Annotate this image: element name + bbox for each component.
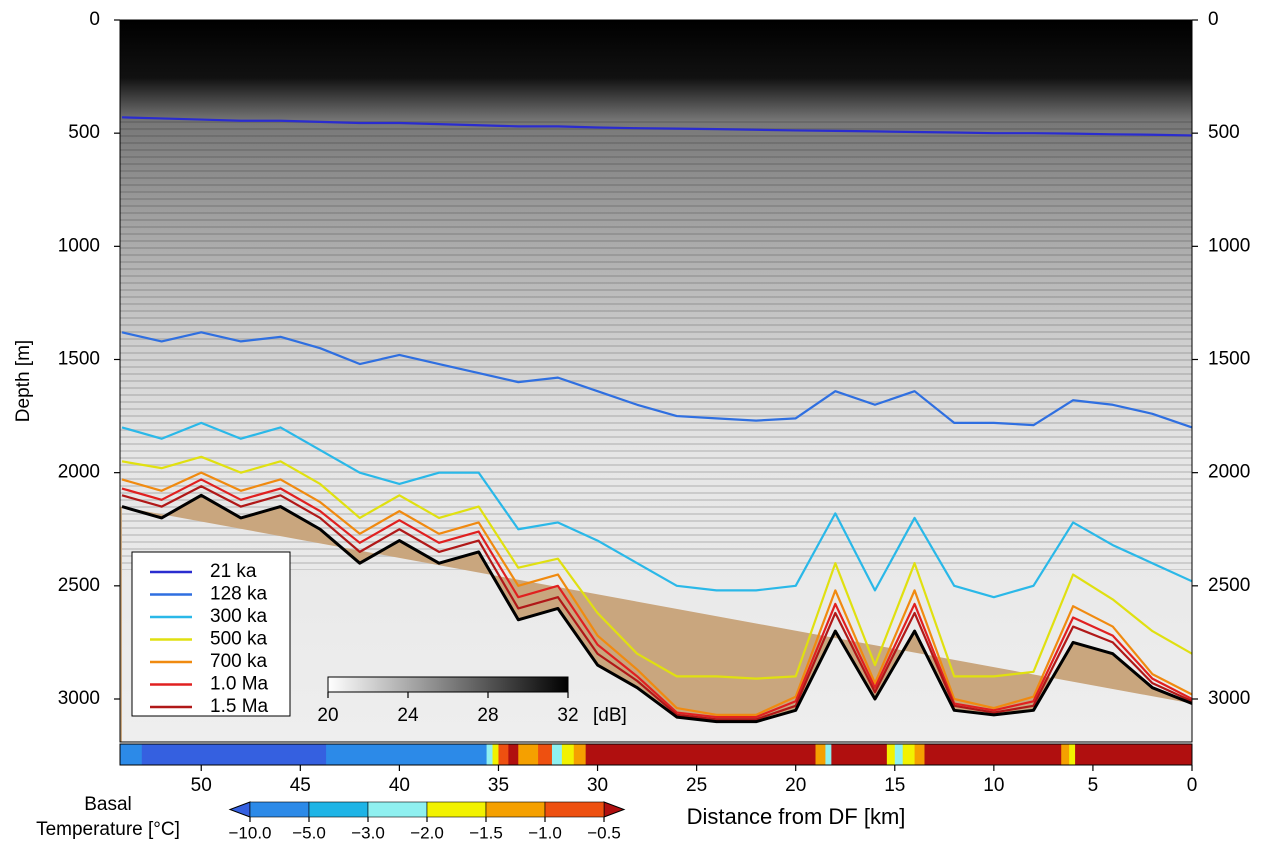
temperature-segment [326,744,488,765]
colorbar-extend [603,801,626,818]
temperature-segment [120,744,143,765]
intensity-colorbar [327,676,569,693]
legend-label: 1.0 Ma [210,674,269,695]
colorbar-tick-label: −2.0 [410,823,444,842]
temperature-segment [486,744,494,765]
colorbar-tick-label: −1.5 [469,823,503,842]
temperature-segment [585,744,817,765]
x-tick-label: 15 [884,775,905,796]
temperature-segment [538,744,553,765]
temperature-segment [1075,744,1193,765]
bed-fill [120,495,1192,742]
layer-line [121,455,1192,680]
y-tick-label: 2000 [58,462,100,483]
x-tick-label: 40 [389,775,410,796]
colorbar-tick-label: 32 [557,705,578,726]
temperature-segment [831,744,888,765]
x-tick-label: 10 [983,775,1004,796]
colorbar-tick-label: −0.5 [587,823,621,842]
temperature-segment [561,744,575,765]
y-tick-label: 2000 [1208,462,1250,483]
x-tick-label: 5 [1088,775,1099,796]
temperature-segment [1061,744,1070,765]
colorbar-bin [308,801,369,818]
temperature-segment [141,744,327,765]
x-tick-label: 35 [488,775,509,796]
y-axis-label: Depth [m] [13,340,34,422]
temperature-segment [1069,744,1076,765]
layer-line [121,116,1192,137]
temperature-segment [498,744,509,765]
y-tick-label: 2500 [1208,575,1250,596]
layer-line [121,331,1192,429]
temperature-segment [825,744,832,765]
layer-line [121,485,1192,721]
temperature-segment [902,744,916,765]
colorbar-label: Temperature [°C] [36,819,180,840]
layer-line [121,478,1192,719]
colorbar-tick-label: −3.0 [351,823,385,842]
temperature-segment [914,744,925,765]
layer-line [121,421,1192,599]
colorbar-bin [485,801,546,818]
x-tick-label: 25 [686,775,707,796]
temperature-segment [492,744,499,765]
colorbar-tick-label: 24 [397,705,419,726]
y-tick-label: 0 [89,9,100,30]
plot-frame [119,19,1193,743]
legend-label: 21 ka [210,561,257,582]
temperature-segment [508,744,519,765]
temperature-segment [894,744,904,765]
y-tick-label: 1500 [1208,349,1250,370]
colorbar-tick-label: −5.0 [292,823,326,842]
y-tick-label: 2500 [58,575,100,596]
colorbar-bin [544,801,605,818]
y-tick-label: 0 [1208,9,1219,30]
temperature-segment [886,744,896,765]
colorbar-unit: [dB] [593,705,627,726]
colorbar-tick-label: −1.0 [528,823,562,842]
y-tick-label: 500 [1208,122,1240,143]
colorbar-extend [228,801,251,818]
legend-label: 700 ka [210,651,267,672]
x-tick-label: 50 [191,775,212,796]
temperature-segment [924,744,1062,765]
legend-label: 300 ka [210,606,267,627]
colorbar-tick-label: 28 [477,705,498,726]
layer-line [121,471,1192,716]
x-tick-label: 30 [587,775,608,796]
plot-area [120,116,1192,742]
temperature-segment [815,744,826,765]
y-tick-label: 500 [68,122,100,143]
bed-line [121,493,1192,724]
legend-box [131,551,291,717]
colorbar-bin [426,801,487,818]
temperature-segment [573,744,587,765]
colorbar-label: Basal [84,794,132,815]
colorbar-bin [249,801,310,818]
y-tick-label: 3000 [1208,688,1250,709]
x-tick-label: 45 [290,775,311,796]
legend-label: 1.5 Ma [210,696,269,717]
colorbar-tick-label: 20 [317,705,338,726]
y-tick-label: 1000 [58,235,100,256]
x-tick-label: 20 [785,775,806,796]
strip-frame [119,743,1193,766]
y-tick-label: 1000 [1208,235,1250,256]
temperature-segment [518,744,539,765]
colorbar-bin [367,801,428,818]
y-tick-label: 3000 [58,688,100,709]
y-tick-label: 1500 [58,349,100,370]
legend-label: 128 ka [210,584,267,605]
legend-label: 500 ka [210,629,267,650]
x-tick-label: 0 [1187,775,1198,796]
temperature-segment [551,744,563,765]
radargram-texture [120,120,1192,570]
x-axis-label: Distance from DF [km] [687,804,906,829]
colorbar-tick-label: −10.0 [228,823,271,842]
